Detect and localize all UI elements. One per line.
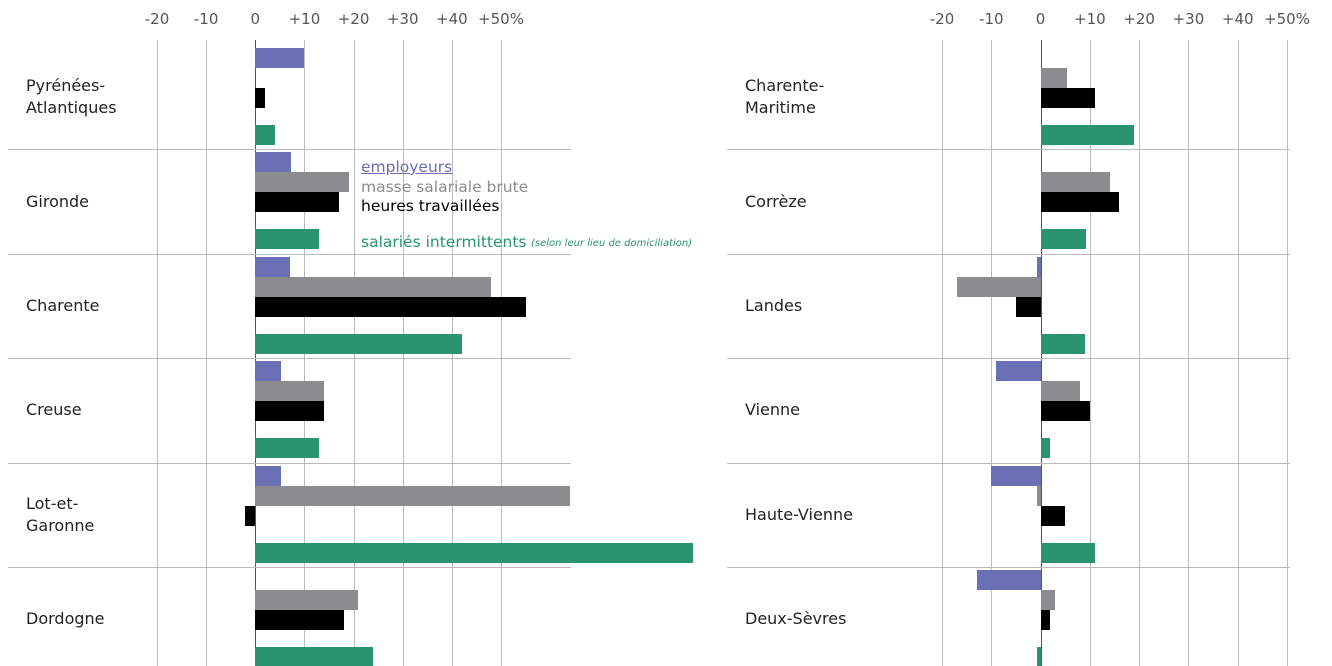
grid-line xyxy=(942,40,943,666)
grid-line xyxy=(157,40,158,666)
bar xyxy=(255,438,320,459)
bar xyxy=(1040,438,1051,459)
bar xyxy=(991,465,1041,486)
x-tick-label: +20 xyxy=(337,10,370,28)
bar xyxy=(1040,590,1056,610)
bar xyxy=(255,296,526,317)
bar xyxy=(1040,229,1087,250)
separator xyxy=(8,462,571,464)
category-label: Landes xyxy=(745,296,803,315)
x-tick-label: +30 xyxy=(1172,10,1205,28)
bar xyxy=(255,333,462,354)
separator xyxy=(8,358,571,360)
bar xyxy=(1040,401,1090,422)
grid-line xyxy=(501,40,502,666)
bar xyxy=(996,361,1041,382)
bar xyxy=(255,361,282,382)
grid-line xyxy=(1139,40,1141,666)
category-label: Lot-et-Garonne xyxy=(26,493,95,535)
bar xyxy=(255,590,359,610)
bar xyxy=(1040,610,1051,630)
bar xyxy=(1040,542,1095,563)
bar xyxy=(255,48,305,68)
bar xyxy=(1040,333,1085,354)
bar xyxy=(255,152,292,173)
category-label: Creuse xyxy=(26,400,82,420)
separator xyxy=(727,358,1290,360)
category-label: Vienne xyxy=(745,400,801,420)
bar xyxy=(255,276,492,297)
bar xyxy=(976,570,1041,590)
bar xyxy=(255,381,325,402)
bar xyxy=(1036,256,1041,277)
bar xyxy=(255,542,693,563)
x-tick-label: +50% xyxy=(1264,10,1310,28)
separator xyxy=(727,567,1290,568)
x-tick-label: +10 xyxy=(288,10,321,28)
category-label: Charente xyxy=(26,296,100,315)
bar xyxy=(1040,68,1067,88)
legend-entry: heures travaillées xyxy=(361,197,500,215)
legend-entry: employeurs xyxy=(361,158,453,176)
bar xyxy=(255,256,290,277)
separator xyxy=(727,253,1290,255)
bar xyxy=(956,276,1041,297)
bar xyxy=(1036,647,1041,666)
bar xyxy=(255,192,339,213)
x-tick-label: +30 xyxy=(386,10,419,28)
x-tick-label: +20 xyxy=(1123,10,1155,28)
bar xyxy=(1015,296,1041,317)
bar xyxy=(255,485,570,506)
bar xyxy=(1040,192,1120,213)
bar xyxy=(1040,125,1135,145)
grid-line xyxy=(1237,40,1239,666)
bar xyxy=(255,465,282,486)
x-tick-label: -20 xyxy=(929,10,955,28)
x-tick-label: +10 xyxy=(1074,10,1106,28)
grid-line xyxy=(1188,40,1190,666)
x-tick-label: -10 xyxy=(979,10,1004,28)
x-tick-label: 0 xyxy=(250,10,261,28)
x-tick-label: +40 xyxy=(1221,10,1254,28)
separator xyxy=(8,149,571,151)
bar xyxy=(255,88,266,108)
bar xyxy=(245,505,256,526)
grid-line xyxy=(991,40,993,666)
legend-entry: salariés intermittents xyxy=(361,233,527,251)
x-tick-label: -10 xyxy=(193,10,219,28)
separator xyxy=(8,253,571,255)
x-tick-label: -20 xyxy=(144,10,170,28)
separator xyxy=(727,149,1290,151)
category-label: Dordogne xyxy=(26,609,105,629)
bar xyxy=(255,610,344,630)
bar xyxy=(255,647,374,666)
separator xyxy=(727,462,1290,464)
x-tick-label: +50% xyxy=(478,10,524,28)
separator xyxy=(8,567,571,568)
bar xyxy=(1040,172,1110,193)
bar xyxy=(1040,505,1066,526)
bar xyxy=(1040,381,1080,402)
grid-line xyxy=(1089,40,1091,666)
bar xyxy=(1040,88,1095,108)
bar xyxy=(255,172,349,193)
x-tick-label: 0 xyxy=(1035,10,1046,28)
grid-line xyxy=(1287,40,1288,666)
bar xyxy=(1036,485,1041,506)
category-label: Pyrénées-Atlantiques xyxy=(26,76,117,118)
category-label: Haute-Vienne xyxy=(745,504,853,524)
x-tick-label: +40 xyxy=(436,10,468,28)
category-label: Corrèze xyxy=(745,191,807,211)
legend-entry: masse salariale brute xyxy=(361,178,529,196)
category-label: Gironde xyxy=(26,191,89,211)
category-label: Charente-Maritime xyxy=(745,76,825,118)
legend-note: (selon leur lieu de domiciliation) xyxy=(531,238,693,249)
bar xyxy=(255,401,325,422)
bar xyxy=(255,229,320,250)
category-label: Deux-Sèvres xyxy=(745,609,847,629)
bar xyxy=(255,125,275,145)
grid-line xyxy=(206,40,208,666)
